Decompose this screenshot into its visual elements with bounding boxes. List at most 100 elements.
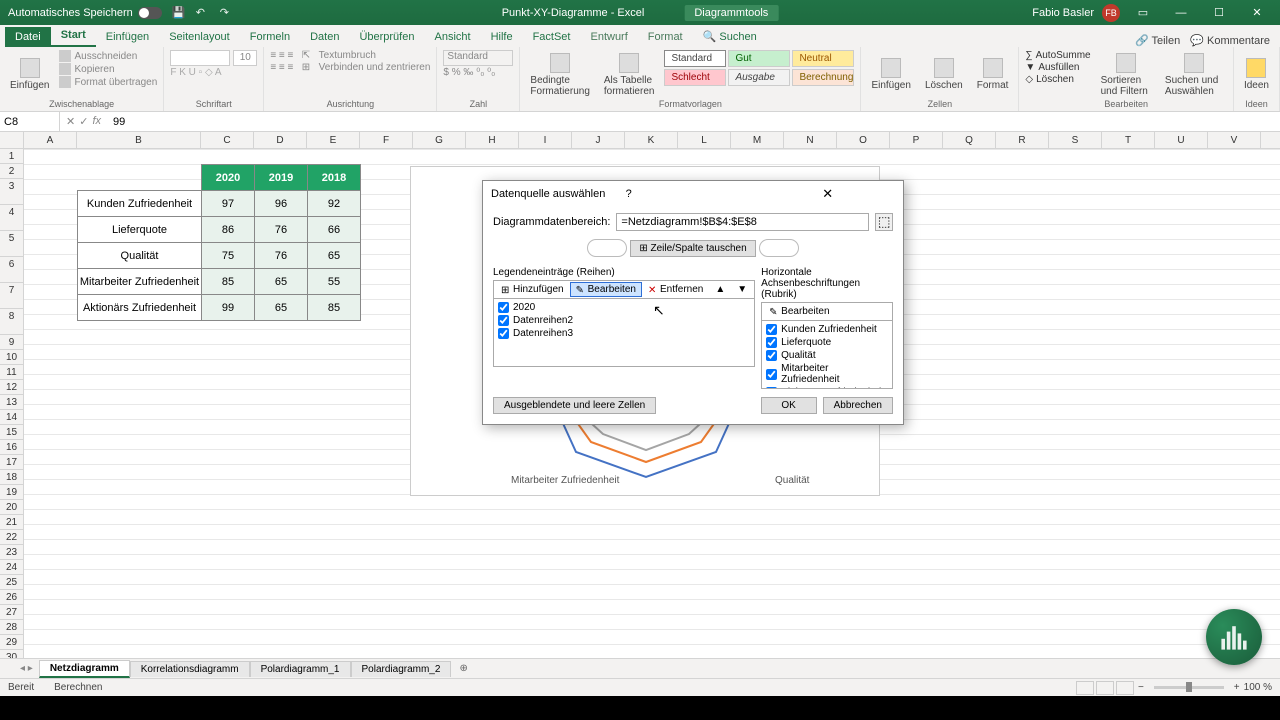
share-button[interactable]: 🔗 Teilen bbox=[1135, 34, 1180, 47]
font-combo[interactable] bbox=[170, 50, 230, 66]
edit-categories-button[interactable]: ✎Bearbeiten bbox=[763, 304, 835, 319]
comments-button[interactable]: 💬 Kommentare bbox=[1190, 34, 1270, 47]
cell-style-berechnung[interactable]: Berechnung bbox=[792, 69, 854, 86]
sheet-tab[interactable]: Netzdiagramm bbox=[39, 660, 130, 678]
user-avatar[interactable]: FB bbox=[1102, 4, 1120, 22]
format-painter-button[interactable]: Format übertragen bbox=[59, 76, 157, 88]
col-header[interactable]: V bbox=[1208, 132, 1261, 148]
sheet-tab[interactable]: Korrelationsdiagramm bbox=[130, 661, 250, 677]
row-header[interactable]: 22 bbox=[0, 530, 23, 545]
find-select-button[interactable]: Suchen und Auswählen bbox=[1161, 50, 1227, 99]
row-header[interactable]: 3 bbox=[0, 179, 23, 205]
tab-suchen[interactable]: 🔍 Suchen bbox=[693, 26, 767, 47]
row-header[interactable]: 8 bbox=[0, 309, 23, 335]
col-header[interactable]: U bbox=[1155, 132, 1208, 148]
row-header[interactable]: 17 bbox=[0, 455, 23, 470]
col-header[interactable]: A bbox=[24, 132, 77, 148]
categories-list[interactable]: Kunden Zufriedenheit Lieferquote Qualitä… bbox=[761, 321, 893, 389]
col-header[interactable]: F bbox=[360, 132, 413, 148]
dialog-help-icon[interactable]: ? bbox=[626, 188, 761, 200]
row-header[interactable]: 9 bbox=[0, 335, 23, 350]
ok-button[interactable]: OK bbox=[761, 397, 817, 414]
zoom-slider[interactable] bbox=[1154, 686, 1224, 689]
edit-series-button[interactable]: ✎Bearbeiten bbox=[570, 282, 642, 297]
row-header[interactable]: 14 bbox=[0, 410, 23, 425]
row-header[interactable]: 2 bbox=[0, 164, 23, 179]
move-down-button[interactable]: ▼ bbox=[731, 282, 753, 297]
row-header[interactable]: 27 bbox=[0, 605, 23, 620]
move-up-button[interactable]: ▲ bbox=[709, 282, 731, 297]
ideas-button[interactable]: Ideen bbox=[1240, 50, 1273, 99]
fill-button[interactable]: ▼ Ausfüllen bbox=[1025, 62, 1090, 73]
tab-formeln[interactable]: Formeln bbox=[240, 27, 300, 47]
normal-view-button[interactable] bbox=[1076, 681, 1094, 695]
row-header[interactable]: 12 bbox=[0, 380, 23, 395]
tab-seitenlayout[interactable]: Seitenlayout bbox=[159, 27, 240, 47]
switch-row-column-button[interactable]: ⊞ Zeile/Spalte tauschen bbox=[630, 240, 755, 257]
col-header[interactable]: Q bbox=[943, 132, 996, 148]
row-header[interactable]: 26 bbox=[0, 590, 23, 605]
add-sheet-button[interactable]: ⊕ bbox=[451, 661, 475, 676]
delete-cells-button[interactable]: Löschen bbox=[921, 50, 967, 99]
row-header[interactable]: 18 bbox=[0, 470, 23, 485]
autosum-button[interactable]: ∑ AutoSumme bbox=[1025, 50, 1090, 61]
cell-style-schlecht[interactable]: Schlecht bbox=[664, 69, 726, 86]
row-header[interactable]: 4 bbox=[0, 205, 23, 231]
col-header[interactable]: R bbox=[996, 132, 1049, 148]
chart-range-input[interactable] bbox=[616, 213, 869, 231]
name-box[interactable]: C8 bbox=[0, 112, 60, 131]
cancel-formula-icon[interactable]: ✕ bbox=[66, 115, 75, 128]
format-as-table-button[interactable]: Als Tabelle formatieren bbox=[600, 50, 659, 99]
undo-icon[interactable]: ↶ bbox=[196, 6, 210, 20]
tab-hilfe[interactable]: Hilfe bbox=[481, 27, 523, 47]
tab-daten[interactable]: Daten bbox=[300, 27, 349, 47]
save-icon[interactable]: 💾 bbox=[172, 6, 186, 20]
row-header[interactable]: 7 bbox=[0, 283, 23, 309]
col-header[interactable]: K bbox=[625, 132, 678, 148]
col-header[interactable]: S bbox=[1049, 132, 1102, 148]
row-header[interactable]: 13 bbox=[0, 395, 23, 410]
row-header[interactable]: 29 bbox=[0, 635, 23, 650]
tab-format[interactable]: Format bbox=[638, 27, 693, 47]
redo-icon[interactable]: ↷ bbox=[220, 6, 234, 20]
close-icon[interactable]: ✕ bbox=[1242, 3, 1272, 23]
col-header[interactable]: G bbox=[413, 132, 466, 148]
col-header[interactable]: J bbox=[572, 132, 625, 148]
col-header[interactable]: H bbox=[466, 132, 519, 148]
row-header[interactable]: 10 bbox=[0, 350, 23, 365]
sort-filter-button[interactable]: Sortieren und Filtern bbox=[1097, 50, 1155, 99]
paste-button[interactable]: Einfügen bbox=[6, 50, 53, 99]
cancel-button[interactable]: Abbrechen bbox=[823, 397, 893, 414]
font-size-combo[interactable]: 10 bbox=[233, 50, 257, 66]
row-header[interactable]: 19 bbox=[0, 485, 23, 500]
row-header[interactable]: 5 bbox=[0, 231, 23, 257]
col-header[interactable]: O bbox=[837, 132, 890, 148]
row-header[interactable]: 25 bbox=[0, 575, 23, 590]
page-layout-view-button[interactable] bbox=[1096, 681, 1114, 695]
remove-series-button[interactable]: ✕Entfernen bbox=[642, 282, 709, 297]
tab-entwurf[interactable]: Entwurf bbox=[580, 27, 637, 47]
col-header[interactable]: I bbox=[519, 132, 572, 148]
copy-button[interactable]: Kopieren bbox=[59, 63, 157, 75]
row-header[interactable]: 1 bbox=[0, 149, 23, 164]
tab-uberprufen[interactable]: Überprüfen bbox=[349, 27, 424, 47]
col-header[interactable]: E bbox=[307, 132, 360, 148]
user-name[interactable]: Fabio Basler bbox=[1032, 7, 1094, 19]
cut-button[interactable]: Ausschneiden bbox=[59, 50, 157, 62]
minimize-icon[interactable]: — bbox=[1166, 3, 1196, 23]
row-header[interactable]: 6 bbox=[0, 257, 23, 283]
sheet-tab[interactable]: Polardiagramm_1 bbox=[250, 661, 351, 677]
row-header[interactable]: 16 bbox=[0, 440, 23, 455]
series-list[interactable]: 2020 Datenreihen2 Datenreihen3 bbox=[493, 299, 755, 367]
number-format-combo[interactable]: Standard bbox=[443, 50, 513, 66]
col-header[interactable]: M bbox=[731, 132, 784, 148]
zoom-out-button[interactable]: − bbox=[1138, 682, 1144, 693]
format-cells-button[interactable]: Format bbox=[973, 50, 1013, 99]
maximize-icon[interactable]: ☐ bbox=[1204, 3, 1234, 23]
cell-style-neutral[interactable]: Neutral bbox=[792, 50, 854, 67]
col-header[interactable]: D bbox=[254, 132, 307, 148]
range-picker-button[interactable]: ⬚ bbox=[875, 213, 893, 231]
conditional-format-button[interactable]: Bedingte Formatierung bbox=[526, 50, 593, 99]
clear-button[interactable]: ◇ Löschen bbox=[1025, 74, 1090, 85]
row-header[interactable]: 11 bbox=[0, 365, 23, 380]
